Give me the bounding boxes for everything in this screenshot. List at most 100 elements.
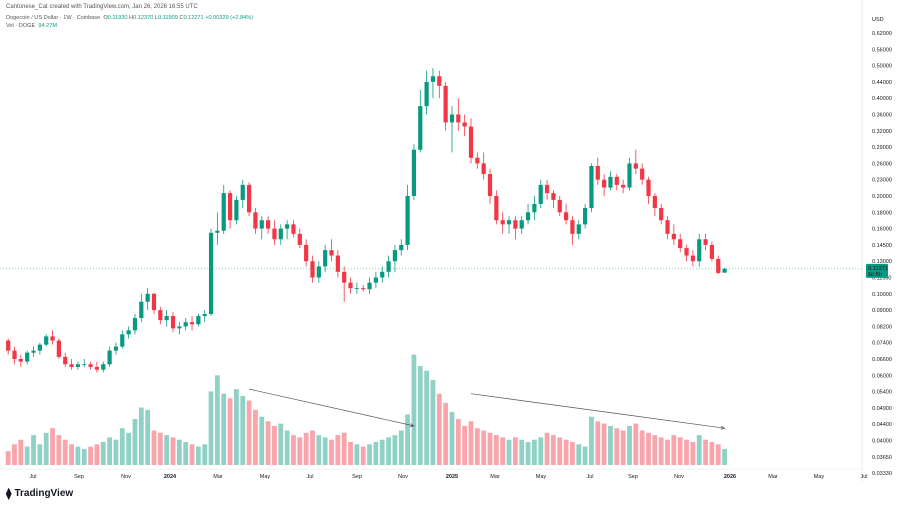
candle-body[interactable] [583, 208, 588, 225]
candle-body[interactable] [608, 176, 613, 188]
candle-body[interactable] [227, 193, 233, 221]
candle-body[interactable] [259, 220, 264, 229]
candle-body[interactable] [44, 336, 49, 345]
candle-body[interactable] [411, 149, 417, 196]
candle-body[interactable] [380, 271, 385, 278]
candle-body[interactable] [88, 364, 93, 367]
candle-body[interactable] [475, 157, 480, 164]
candle-body[interactable] [291, 224, 296, 234]
candle-body[interactable] [120, 334, 125, 347]
candle-body[interactable] [437, 76, 442, 86]
candle-body[interactable] [525, 212, 531, 221]
candle-body[interactable] [640, 168, 645, 180]
candle-body[interactable] [392, 250, 398, 262]
candle-body[interactable] [304, 244, 309, 262]
candle-body[interactable] [310, 261, 315, 278]
candle-body[interactable] [297, 233, 302, 245]
candle-body[interactable] [456, 114, 461, 123]
candle-body[interactable] [18, 359, 23, 362]
candle-body[interactable] [170, 316, 176, 329]
candle-body[interactable] [722, 268, 727, 273]
candle-body[interactable] [468, 126, 474, 158]
candle-body[interactable] [671, 233, 676, 240]
candle-body[interactable] [589, 165, 594, 209]
candle-body[interactable] [323, 250, 328, 267]
candle-body[interactable] [424, 81, 429, 107]
candle-body[interactable] [513, 220, 518, 229]
candle-body[interactable] [285, 224, 290, 229]
candle-body[interactable] [665, 220, 670, 234]
candle-body[interactable] [31, 350, 36, 353]
candle-body[interactable] [614, 176, 619, 185]
candle-body[interactable] [487, 174, 493, 196]
candle-body[interactable] [557, 199, 562, 213]
candle-body[interactable] [329, 250, 334, 256]
candle-body[interactable] [101, 364, 106, 370]
candle-body[interactable] [627, 163, 632, 188]
candle-body[interactable] [659, 208, 664, 221]
candle-body[interactable] [690, 255, 695, 262]
candle-body[interactable] [481, 163, 486, 175]
candle-body[interactable] [430, 76, 436, 82]
candle-body[interactable] [684, 248, 689, 256]
candle-body[interactable] [240, 184, 245, 200]
candle-body[interactable] [602, 179, 607, 188]
candle-body[interactable] [6, 340, 11, 351]
candle-body[interactable] [82, 364, 87, 366]
candle-body[interactable] [538, 184, 543, 204]
candle-body[interactable] [342, 271, 347, 283]
candle-body[interactable] [519, 220, 524, 229]
candle-body[interactable] [532, 203, 537, 213]
candle-body[interactable] [132, 318, 138, 331]
candle-body[interactable] [107, 350, 112, 365]
candle-body[interactable] [354, 288, 359, 289]
candle-body[interactable] [716, 258, 721, 273]
candle-body[interactable] [158, 310, 163, 321]
candle-body[interactable] [50, 336, 55, 341]
candle-body[interactable] [12, 350, 17, 359]
candle-body[interactable] [164, 316, 169, 321]
candle-body[interactable] [373, 277, 378, 283]
candle-body[interactable] [652, 196, 657, 209]
candle-body[interactable] [678, 239, 683, 249]
candle-body[interactable] [75, 364, 81, 367]
candle-body[interactable] [361, 288, 366, 290]
candle-body[interactable] [56, 340, 61, 357]
candle-body[interactable] [551, 193, 556, 200]
candle-body[interactable] [443, 85, 448, 123]
candle-body[interactable] [367, 282, 372, 290]
candle-body[interactable] [37, 344, 42, 351]
candle-body[interactable] [126, 330, 131, 335]
candle-body[interactable] [595, 165, 600, 180]
candle-body[interactable] [189, 322, 195, 325]
candle-body[interactable] [139, 301, 144, 319]
candle-body[interactable] [202, 314, 207, 317]
candle-body[interactable] [145, 293, 150, 302]
candle-body[interactable] [278, 228, 283, 240]
candle-body[interactable] [266, 220, 271, 229]
candle-body[interactable] [399, 244, 404, 251]
candle-body[interactable] [646, 179, 651, 196]
tradingview-logo[interactable]: ⧫ TradingView [6, 487, 73, 500]
candle-body[interactable] [697, 239, 702, 262]
candle-body[interactable] [500, 220, 505, 225]
candle-body[interactable] [253, 212, 258, 229]
candle-body[interactable] [208, 232, 214, 315]
candle-body[interactable] [621, 184, 626, 188]
candle-body[interactable] [576, 224, 581, 234]
candle-body[interactable] [113, 346, 119, 351]
candle-body[interactable] [69, 364, 74, 367]
candle-body[interactable] [272, 228, 277, 240]
candle-body[interactable] [151, 293, 157, 311]
candle-body[interactable] [703, 239, 708, 245]
candle-body[interactable] [177, 326, 182, 329]
candle-body[interactable] [215, 230, 220, 233]
candle-body[interactable] [709, 244, 715, 259]
candle-body[interactable] [563, 212, 569, 221]
candle-body[interactable] [316, 266, 321, 278]
candle-body[interactable] [544, 184, 550, 194]
candle-body[interactable] [234, 199, 239, 221]
candle-body[interactable] [506, 220, 512, 225]
candle-body[interactable] [221, 193, 226, 231]
